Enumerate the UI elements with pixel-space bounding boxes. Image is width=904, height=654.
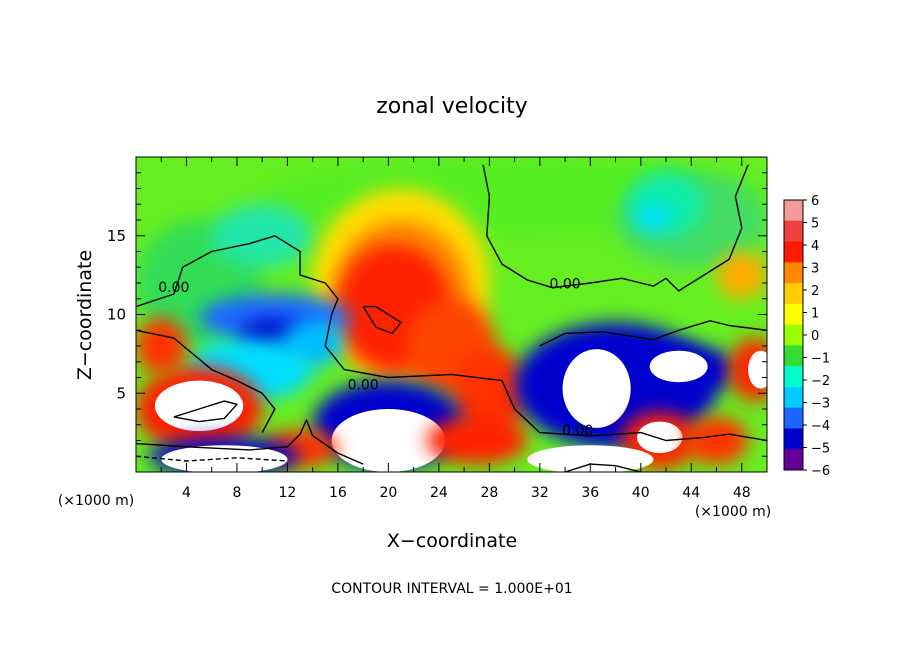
colorbar-swatch bbox=[784, 324, 803, 346]
field-blob bbox=[136, 317, 187, 375]
colorbar-swatch bbox=[784, 428, 803, 450]
contour-label: 0.00 bbox=[562, 423, 593, 439]
colorbar-label: 5 bbox=[811, 217, 819, 232]
colorbar-swatch bbox=[784, 262, 803, 284]
field-blob bbox=[649, 350, 708, 383]
colorbar-label: −4 bbox=[811, 419, 830, 434]
colorbar-swatch bbox=[784, 386, 803, 409]
field-blob bbox=[451, 346, 528, 441]
colorbar-label: −2 bbox=[811, 374, 830, 389]
contour-interval-note: CONTOUR INTERVAL = 1.000E+01 bbox=[331, 581, 572, 597]
colorbar-label: 6 bbox=[811, 194, 819, 209]
contour-line bbox=[136, 235, 767, 442]
field-blob bbox=[527, 445, 654, 472]
colorbar-swatch bbox=[784, 220, 803, 243]
colorbar-swatch bbox=[784, 407, 803, 429]
x-tick-label: 20 bbox=[379, 485, 397, 501]
contour-lines bbox=[136, 164, 767, 472]
colorbar-label: −5 bbox=[811, 442, 830, 457]
contour-line bbox=[136, 419, 364, 465]
field-blob bbox=[331, 409, 446, 472]
colorbar-swatch bbox=[784, 366, 803, 388]
field-blob bbox=[634, 204, 673, 230]
contour-line bbox=[564, 463, 641, 472]
colorbar-swatch bbox=[784, 200, 803, 222]
colorbar-swatch bbox=[784, 303, 803, 326]
y-tick-label: 15 bbox=[107, 227, 126, 245]
x-tick-label: 24 bbox=[430, 485, 448, 501]
x-tick-label: 16 bbox=[329, 485, 347, 501]
field-blob bbox=[562, 349, 631, 428]
colorbar-swatch bbox=[784, 449, 803, 471]
field-blob bbox=[154, 380, 244, 432]
field-blob bbox=[637, 421, 683, 454]
y-axis-label: Z−coordinate bbox=[74, 250, 96, 380]
x-axis-label: X−coordinate bbox=[387, 530, 517, 552]
colorbar-swatch bbox=[784, 345, 803, 367]
x-axis-unit-left: (×1000 m) bbox=[58, 493, 134, 509]
x-tick-label: 8 bbox=[232, 485, 241, 501]
colorbar-label: 4 bbox=[811, 239, 819, 254]
colorbar-swatch bbox=[784, 283, 803, 305]
x-tick-label: 36 bbox=[581, 485, 599, 501]
plot-area bbox=[136, 157, 767, 472]
field-blob bbox=[426, 416, 528, 465]
contour-line bbox=[173, 400, 238, 423]
contour-line bbox=[362, 305, 402, 335]
x-axis-unit-right: (×1000 m) bbox=[695, 504, 771, 520]
contour-labels: 0.00 0.00 0.00 0.00 bbox=[158, 277, 593, 439]
x-tick-label: 28 bbox=[480, 485, 498, 501]
colorbar-label: −1 bbox=[811, 352, 830, 367]
contour-line bbox=[482, 164, 749, 292]
contour-line bbox=[136, 329, 276, 433]
colorbar-label: 2 bbox=[811, 284, 819, 299]
field-blob bbox=[716, 251, 767, 299]
y-tick-label: 5 bbox=[116, 384, 126, 402]
colorbar-label: 1 bbox=[811, 307, 819, 322]
field-blob bbox=[628, 172, 704, 236]
y-tick-label: 10 bbox=[107, 306, 126, 324]
contour-label: 0.00 bbox=[549, 277, 580, 293]
x-tick-label: 48 bbox=[733, 485, 751, 501]
colorbar: 6 5 4 3 2 1 0 −1 −2 −3 −4 −5 −6 bbox=[783, 194, 830, 479]
velocity-field bbox=[136, 157, 767, 472]
colorbar-label: −6 bbox=[811, 464, 830, 479]
contour-line bbox=[136, 455, 288, 462]
colorbar-label: −3 bbox=[811, 397, 830, 412]
field-blob bbox=[211, 204, 313, 268]
x-tick-label: 12 bbox=[279, 485, 297, 501]
colorbar-label: 3 bbox=[811, 262, 819, 277]
colorbar-swatch bbox=[784, 241, 803, 263]
field-blob bbox=[748, 350, 767, 389]
contour-label: 0.00 bbox=[348, 378, 379, 394]
colorbar-label: 0 bbox=[811, 329, 819, 344]
x-tick-label: 44 bbox=[682, 485, 700, 501]
x-tick-label: 32 bbox=[531, 485, 549, 501]
contour-label: 0.00 bbox=[158, 280, 189, 296]
x-tick-label: 4 bbox=[182, 485, 191, 501]
x-tick-label: 40 bbox=[632, 485, 650, 501]
contour-line bbox=[539, 320, 767, 347]
chart-title: zonal velocity bbox=[376, 94, 528, 119]
field-blob bbox=[684, 416, 749, 465]
